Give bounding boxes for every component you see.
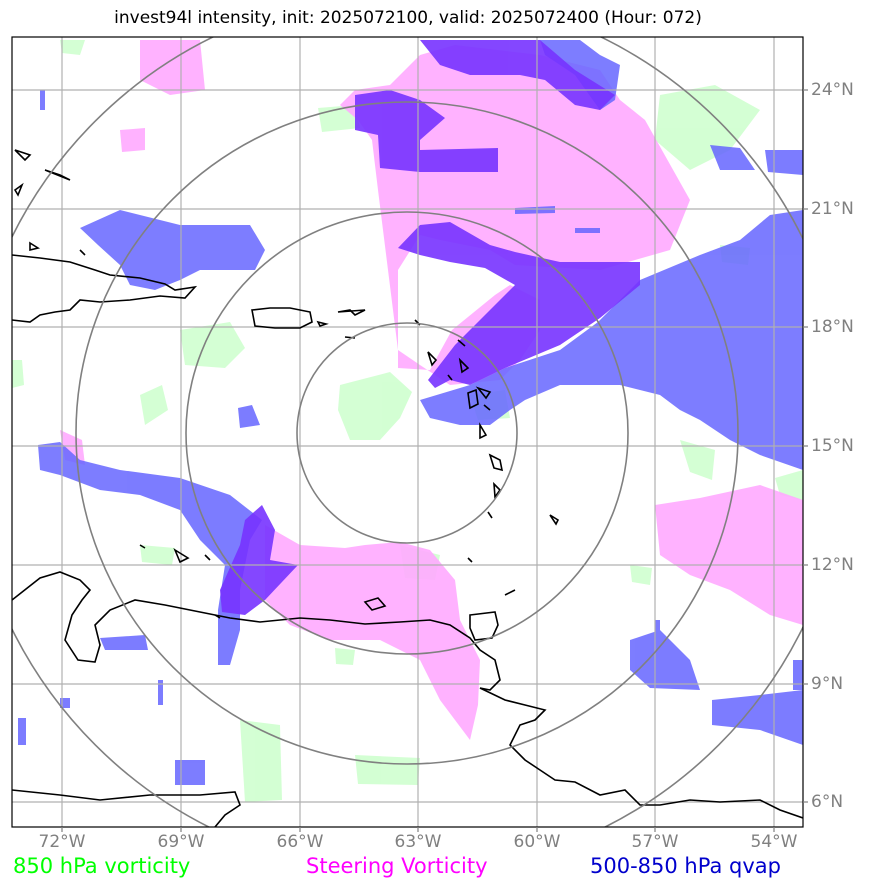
antilles-islands <box>427 339 560 596</box>
hispaniola-coast <box>12 254 198 323</box>
qvap-strong-layer <box>220 40 640 615</box>
lon-label-60w: 60°W <box>513 832 561 852</box>
legend-steering-vorticity: Steering Vorticity <box>306 854 488 878</box>
lon-label-66w: 66°W <box>276 832 324 852</box>
gridlines <box>12 37 803 827</box>
range-ring-3 <box>75 101 739 765</box>
lon-label-69w: 69°W <box>157 832 205 852</box>
tick-marks <box>61 89 808 832</box>
venezuela-coast <box>12 571 803 819</box>
lat-label-18n: 18°N <box>811 317 854 337</box>
map-frame <box>11 36 804 828</box>
map-title: invest94l intensity, init: 2025072100, v… <box>114 8 702 28</box>
lat-label-24n: 24°N <box>811 80 854 100</box>
lat-label-6n: 6°N <box>811 792 844 812</box>
lon-label-54w: 54°W <box>750 832 798 852</box>
legend-850-vorticity: 850 hPa vorticity <box>13 854 191 878</box>
map-plot-area <box>12 40 803 802</box>
margarita-coast <box>363 597 387 611</box>
south-america-interior <box>12 789 241 827</box>
lon-label-63w: 63°W <box>394 832 442 852</box>
range-ring-1 <box>296 322 518 544</box>
puerto-rico-coast <box>251 307 313 329</box>
lat-label-15n: 15°N <box>811 436 854 456</box>
range-ring-2 <box>185 211 629 655</box>
legend-qvap: 500-850 hPa qvap <box>590 854 781 878</box>
lat-label-9n: 9°N <box>811 674 844 694</box>
trinidad-coast <box>469 611 499 641</box>
coastlines <box>12 149 803 827</box>
lat-label-12n: 12°N <box>811 555 854 575</box>
lon-label-57w: 57°W <box>631 832 679 852</box>
lon-label-72w: 72°W <box>38 832 86 852</box>
range-rings <box>12 37 803 827</box>
lat-label-21n: 21°N <box>811 199 854 219</box>
